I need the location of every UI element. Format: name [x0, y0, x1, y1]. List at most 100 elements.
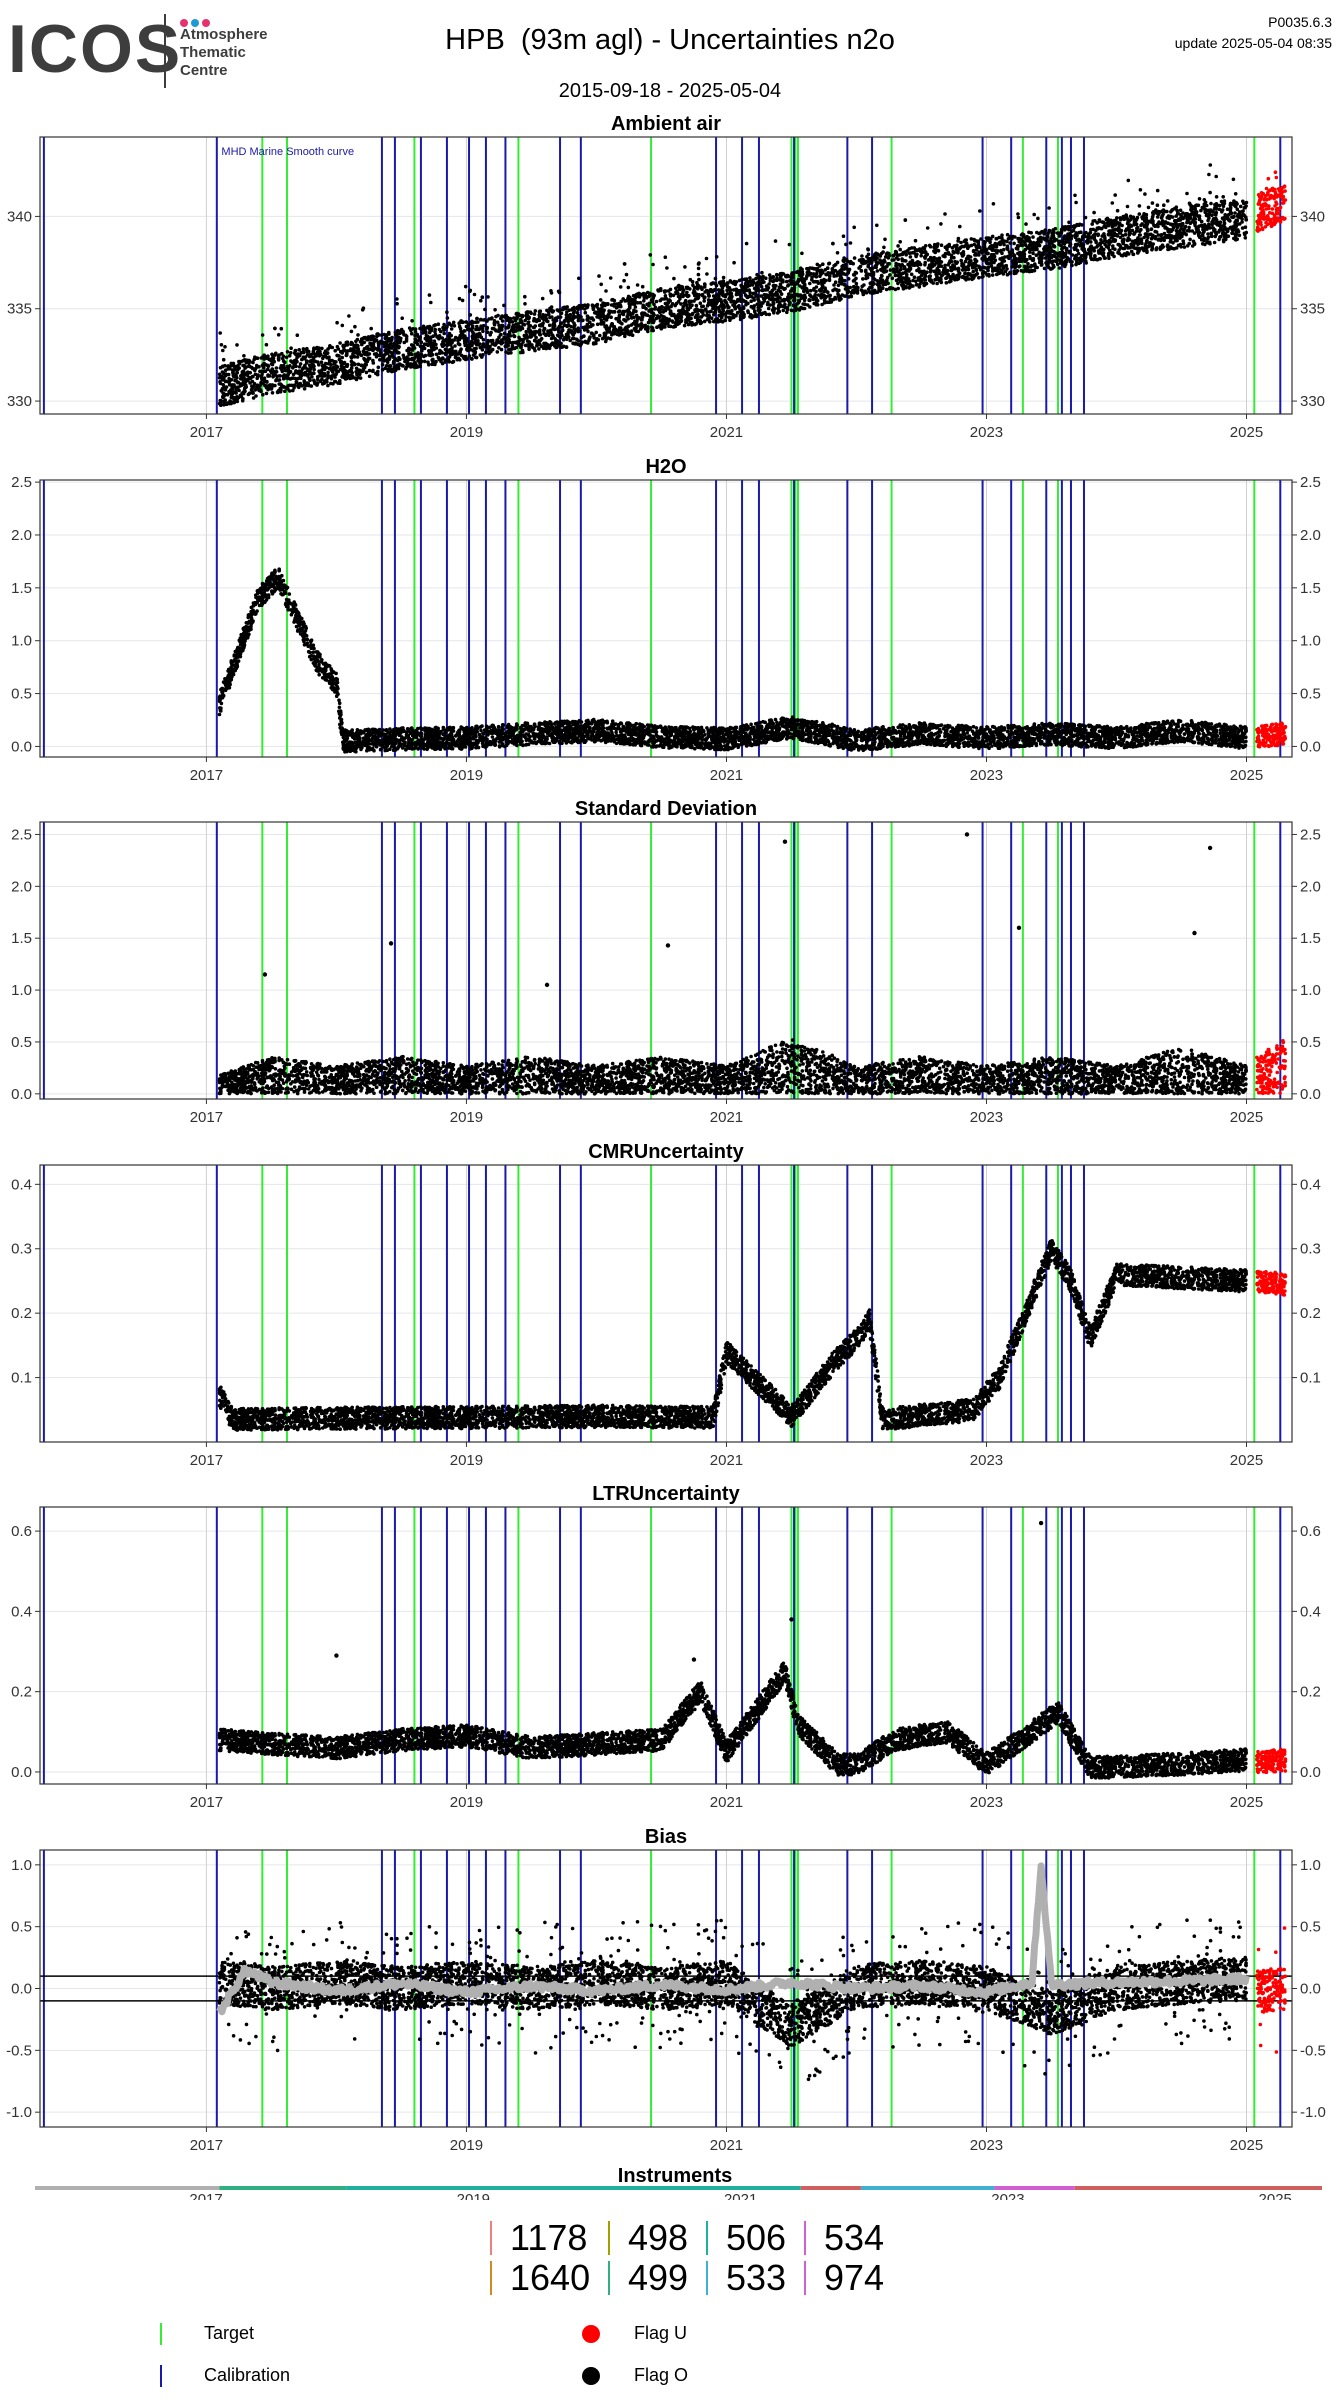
data-point: [1107, 256, 1111, 260]
data-point: [1093, 254, 1097, 258]
data-point: [261, 333, 265, 337]
data-point: [411, 363, 415, 367]
data-point: [435, 353, 439, 357]
data-point: [458, 297, 462, 301]
data-point: [1245, 201, 1249, 205]
data-point: [875, 224, 879, 228]
data-point: [233, 364, 237, 368]
data-point: [486, 295, 490, 299]
data-point: [377, 366, 381, 370]
data-point: [434, 323, 438, 327]
data-point: [1166, 199, 1170, 203]
data-point: [1099, 238, 1103, 242]
data-point: [1241, 213, 1245, 217]
data-point: [787, 283, 791, 287]
data-point: [414, 327, 418, 331]
data-point: [280, 352, 284, 356]
data-point: [248, 381, 252, 385]
data-point: [573, 342, 577, 346]
data-point: [1067, 221, 1071, 225]
data-point: [1202, 207, 1206, 211]
data-point: [523, 295, 527, 299]
data-point: [970, 278, 974, 282]
data-point: [533, 312, 537, 316]
data-point: [877, 285, 881, 289]
data-point: [1147, 206, 1151, 210]
data-point: [1186, 244, 1190, 248]
data-point: [1139, 188, 1143, 192]
data-point: [453, 324, 457, 328]
data-point: [273, 384, 277, 388]
data-point: [746, 302, 750, 306]
data-point: [904, 250, 908, 254]
data-point: [619, 285, 623, 289]
data-point: [1127, 179, 1131, 183]
data-point: [426, 360, 430, 364]
data-point: [939, 222, 943, 226]
data-point: [860, 269, 864, 273]
data-point: [523, 302, 527, 306]
data-point: [442, 332, 446, 336]
data-point: [408, 326, 412, 330]
data-point: [860, 254, 864, 258]
data-point: [1126, 236, 1130, 240]
data-point: [584, 340, 588, 344]
data-point: [254, 394, 258, 398]
data-point: [630, 329, 634, 333]
data-point: [497, 346, 501, 350]
data-point: [378, 358, 382, 362]
data-point: [435, 346, 439, 350]
data-point: [220, 343, 224, 347]
data-point: [836, 251, 840, 255]
data-point: [257, 365, 261, 369]
data-point: [247, 393, 251, 397]
data-point: [1207, 223, 1211, 227]
data-point: [395, 297, 399, 301]
data-point: [1070, 264, 1074, 268]
data-point: [442, 323, 446, 327]
data-point: [410, 332, 414, 336]
data-point: [464, 285, 468, 289]
data-point: [823, 301, 827, 305]
data-point: [450, 327, 454, 331]
data-point: [992, 202, 996, 206]
data-point: [372, 361, 376, 365]
data-point: [974, 273, 978, 277]
data-point: [445, 310, 449, 314]
data-point: [898, 248, 902, 252]
data-point: [223, 345, 227, 349]
data-point: [485, 326, 489, 330]
data-point: [817, 293, 821, 297]
data-point: [1169, 222, 1173, 226]
data-point: [286, 384, 290, 388]
data-point: [695, 304, 699, 308]
data-point: [328, 360, 332, 364]
data-point: [333, 349, 337, 353]
data-point: [580, 340, 584, 344]
data-point: [1239, 205, 1243, 209]
data-point: [326, 384, 330, 388]
data-point: [849, 241, 853, 245]
data-point: [697, 273, 701, 277]
data-point: [929, 245, 933, 249]
data-point: [221, 349, 225, 353]
data-point: [277, 374, 281, 378]
data-point: [1229, 202, 1233, 206]
data-point: [584, 311, 588, 315]
data-point: [1043, 267, 1047, 271]
data-point: [1091, 228, 1095, 232]
data-point: [509, 351, 513, 355]
data-point: [646, 327, 650, 331]
data-point: [808, 282, 812, 286]
data-point: [991, 273, 995, 277]
data-point: [527, 327, 531, 331]
data-point: [1084, 216, 1088, 220]
data-point: [1162, 203, 1166, 207]
data-point: [874, 264, 878, 268]
data-point: [283, 390, 287, 394]
data-point: [320, 347, 324, 351]
data-point: [390, 336, 394, 340]
data-point: [852, 285, 856, 289]
data-point: [596, 323, 600, 327]
data-point: [1113, 193, 1117, 197]
